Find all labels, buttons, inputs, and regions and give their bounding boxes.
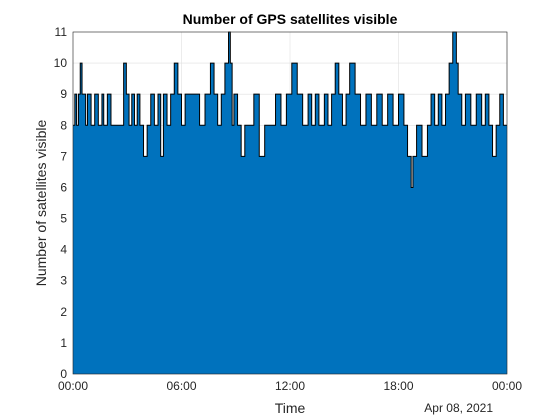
plot-frame <box>72 31 508 375</box>
y-tick-label: 1 <box>60 336 67 350</box>
y-tick-label: 7 <box>60 149 67 163</box>
y-axis-ticks: 0 1 2 3 4 5 6 7 8 9 10 11 <box>54 25 68 381</box>
x-tick-label: 00:00 <box>492 379 522 393</box>
x-axis-label: Time <box>275 400 306 416</box>
y-tick-label: 9 <box>60 87 67 101</box>
x-tick-label: 12:00 <box>275 379 305 393</box>
y-tick-label: 3 <box>60 274 67 288</box>
y-tick-label: 0 <box>60 367 67 381</box>
x-axis-ticks: 00:00 06:00 12:00 18:00 00:00 <box>58 379 522 393</box>
y-tick-label: 10 <box>54 56 68 70</box>
series-edge-line <box>73 31 507 188</box>
y-axis-label: Number of satellites visible <box>33 120 49 287</box>
chart-title: Number of GPS satellites visible <box>183 11 398 27</box>
y-tick-label: 6 <box>60 180 67 194</box>
x-tick-label: 18:00 <box>383 379 413 393</box>
y-tick-label: 11 <box>55 25 68 39</box>
y-tick-label: 5 <box>60 212 67 226</box>
y-tick-label: 8 <box>60 118 67 132</box>
y-tick-label: 2 <box>60 305 67 319</box>
x-tick-label: 06:00 <box>166 379 196 393</box>
y-tick-label: 4 <box>60 243 67 257</box>
date-label: Apr 08, 2021 <box>424 401 493 415</box>
x-tick-label: 00:00 <box>58 379 88 393</box>
